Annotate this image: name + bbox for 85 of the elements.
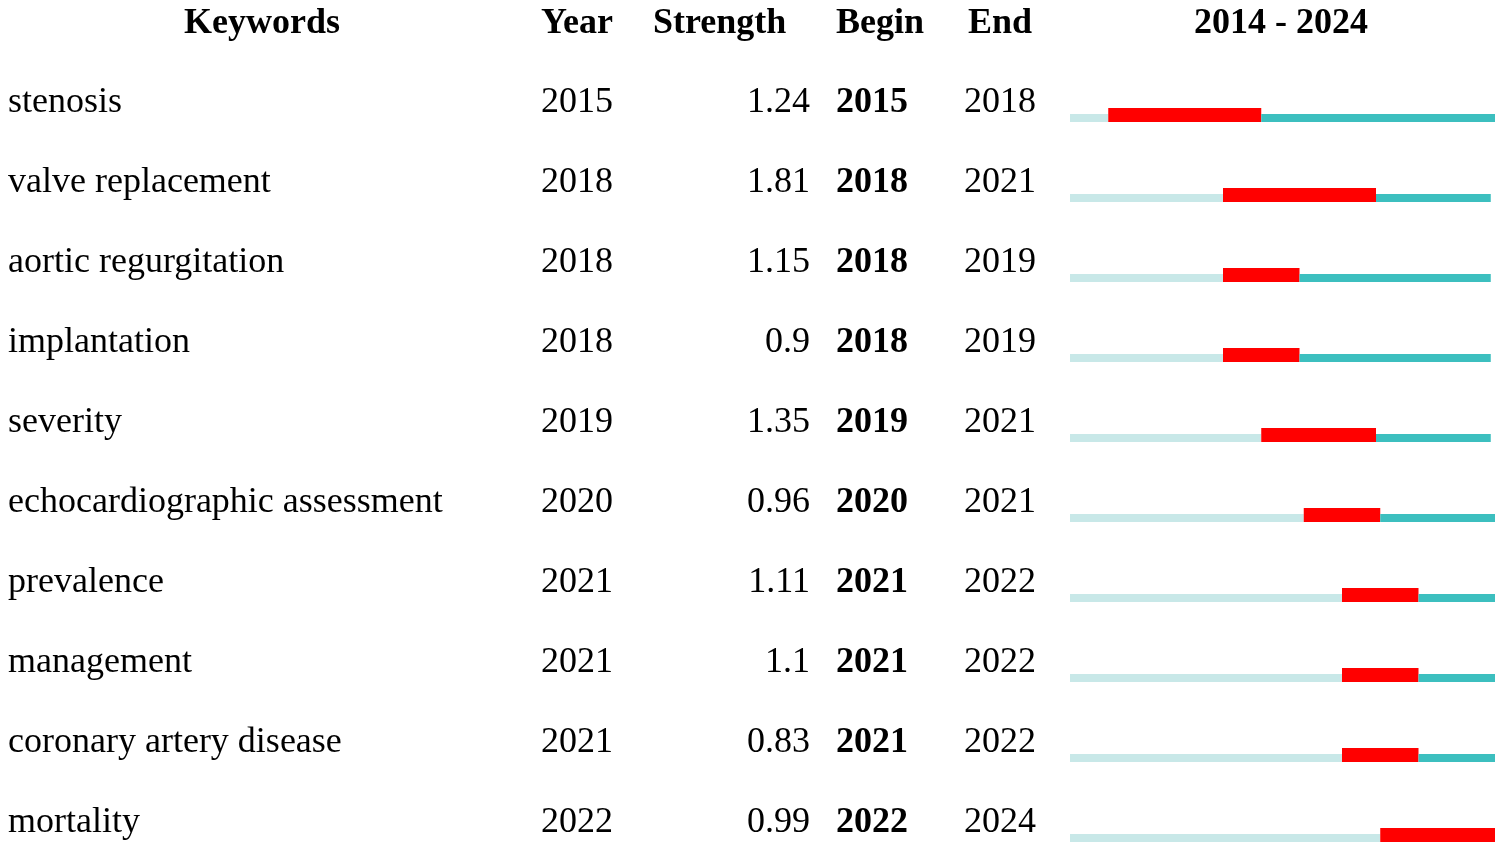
bar xyxy=(1342,588,1419,602)
bar xyxy=(1380,828,1495,842)
bar xyxy=(1108,108,1262,122)
bar xyxy=(1299,354,1491,362)
text: 2015 xyxy=(541,80,613,120)
text: 2021 xyxy=(964,400,1036,440)
text: 2019 xyxy=(836,400,908,440)
text: 0.9 xyxy=(765,320,810,360)
text: 1.24 xyxy=(747,80,810,120)
text: 2018 xyxy=(836,240,908,280)
y-axis-title: Keywords xyxy=(184,1,340,41)
bar xyxy=(1070,754,1342,762)
text: 1.1 xyxy=(765,640,810,680)
y-tick-label: aortic regurgitation xyxy=(8,240,285,280)
bar xyxy=(1342,748,1419,762)
text: 2021 xyxy=(836,640,908,680)
y-tick-label: management xyxy=(8,640,192,680)
text: 0.83 xyxy=(747,720,810,760)
y-tick-label: echocardiographic assessment xyxy=(8,480,443,520)
text: 2021 xyxy=(964,160,1036,200)
bar xyxy=(1418,594,1495,602)
text: 2022 xyxy=(964,720,1036,760)
y-tick-label: severity xyxy=(8,400,122,440)
text: 1.11 xyxy=(748,560,810,600)
bar xyxy=(1376,194,1491,202)
text: Begin xyxy=(836,1,925,41)
bar xyxy=(1070,274,1223,282)
text: 2021 xyxy=(836,560,908,600)
text: 1.15 xyxy=(747,240,810,280)
bar xyxy=(1223,188,1376,202)
bar xyxy=(1070,114,1109,122)
text: 2019 xyxy=(541,400,613,440)
bar xyxy=(1342,668,1419,682)
text: 2021 xyxy=(541,720,613,760)
text: 2024 xyxy=(964,800,1036,840)
bar xyxy=(1070,674,1342,682)
text: 2022 xyxy=(964,640,1036,680)
bar xyxy=(1261,428,1376,442)
y-tick-label: stenosis xyxy=(8,80,123,120)
bar xyxy=(1070,594,1342,602)
bar xyxy=(1418,674,1495,682)
bar xyxy=(1070,434,1262,442)
bar xyxy=(1299,274,1491,282)
y-tick-label: prevalence xyxy=(8,560,164,600)
text: 2021 xyxy=(964,480,1036,520)
text: 2021 xyxy=(541,640,613,680)
text: 2022 xyxy=(964,560,1036,600)
bar xyxy=(1380,514,1495,522)
chart-title: 2014 - 2024 xyxy=(1194,1,1368,41)
text: 2022 xyxy=(836,800,908,840)
bar xyxy=(1070,514,1304,522)
text: Year xyxy=(541,1,613,41)
y-tick-label: valve replacement xyxy=(8,160,271,200)
bar xyxy=(1070,354,1223,362)
text: 2019 xyxy=(964,320,1036,360)
text: Strength xyxy=(653,1,787,41)
bar xyxy=(1261,114,1495,122)
text: 2021 xyxy=(836,720,908,760)
text: 1.35 xyxy=(747,400,810,440)
text: 2021 xyxy=(541,560,613,600)
y-tick-label: implantation xyxy=(8,320,190,360)
bar xyxy=(1070,834,1381,842)
y-tick-label: coronary artery disease xyxy=(8,720,342,760)
bar xyxy=(1376,434,1491,442)
bar xyxy=(1070,194,1223,202)
text: 1.81 xyxy=(747,160,810,200)
text: End xyxy=(968,1,1033,41)
text: 2020 xyxy=(836,480,908,520)
text: 0.99 xyxy=(747,800,810,840)
text: 2019 xyxy=(964,240,1036,280)
text: 2018 xyxy=(541,160,613,200)
text: 2018 xyxy=(836,160,908,200)
bar xyxy=(1223,268,1300,282)
text: 2018 xyxy=(836,320,908,360)
text: 2018 xyxy=(541,320,613,360)
text: 2020 xyxy=(541,480,613,520)
bar xyxy=(1418,754,1495,762)
text: 2018 xyxy=(964,80,1036,120)
text: 2022 xyxy=(541,800,613,840)
y-tick-label: mortality xyxy=(8,800,140,840)
text: 2018 xyxy=(541,240,613,280)
bar xyxy=(1223,348,1300,362)
text: 0.96 xyxy=(747,480,810,520)
bar xyxy=(1303,508,1381,522)
text: 2015 xyxy=(836,80,908,120)
